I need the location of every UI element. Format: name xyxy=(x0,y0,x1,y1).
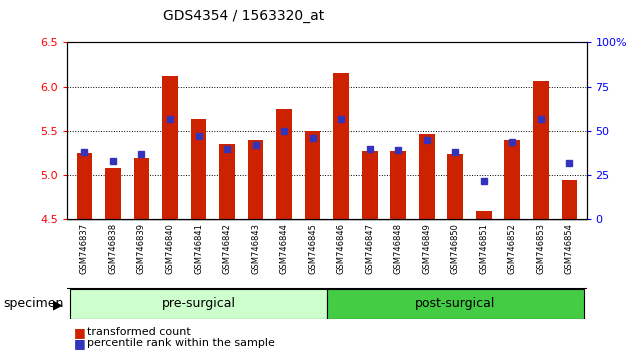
Text: GSM746845: GSM746845 xyxy=(308,223,317,274)
Text: GSM746848: GSM746848 xyxy=(394,223,403,274)
Text: GDS4354 / 1563320_at: GDS4354 / 1563320_at xyxy=(163,9,324,23)
Bar xyxy=(276,109,292,219)
Text: GSM746837: GSM746837 xyxy=(80,223,89,274)
Text: GSM746853: GSM746853 xyxy=(537,223,545,274)
Text: ■: ■ xyxy=(74,326,85,338)
Text: GSM746846: GSM746846 xyxy=(337,223,345,274)
Text: specimen: specimen xyxy=(3,297,63,310)
Text: GSM746840: GSM746840 xyxy=(165,223,174,274)
Bar xyxy=(476,211,492,219)
Bar xyxy=(70,289,327,319)
Bar xyxy=(562,179,578,219)
Bar xyxy=(190,119,206,219)
Bar xyxy=(447,154,463,219)
Text: GSM746842: GSM746842 xyxy=(222,223,231,274)
Text: ▶: ▶ xyxy=(53,299,63,312)
Bar xyxy=(247,140,263,219)
Text: GSM746852: GSM746852 xyxy=(508,223,517,274)
Bar xyxy=(105,168,121,219)
Text: percentile rank within the sample: percentile rank within the sample xyxy=(87,338,274,348)
Text: transformed count: transformed count xyxy=(87,327,190,337)
Bar xyxy=(390,152,406,219)
Text: ■: ■ xyxy=(74,337,85,350)
Text: GSM746847: GSM746847 xyxy=(365,223,374,274)
Text: pre-surgical: pre-surgical xyxy=(162,297,235,310)
Bar xyxy=(76,153,92,219)
Text: GSM746839: GSM746839 xyxy=(137,223,146,274)
Bar xyxy=(504,140,520,219)
Bar xyxy=(419,133,435,219)
Text: GSM746850: GSM746850 xyxy=(451,223,460,274)
Bar xyxy=(362,152,378,219)
Text: GSM746851: GSM746851 xyxy=(479,223,488,274)
Text: post-surgical: post-surgical xyxy=(415,297,495,310)
Bar xyxy=(162,76,178,219)
Text: GSM746838: GSM746838 xyxy=(108,223,117,274)
Bar xyxy=(327,289,584,319)
Bar xyxy=(133,158,149,219)
Text: GSM746854: GSM746854 xyxy=(565,223,574,274)
Text: GSM746841: GSM746841 xyxy=(194,223,203,274)
Bar xyxy=(305,131,320,219)
Text: GSM746849: GSM746849 xyxy=(422,223,431,274)
Text: GSM746843: GSM746843 xyxy=(251,223,260,274)
Bar xyxy=(533,80,549,219)
Bar xyxy=(219,144,235,219)
Bar xyxy=(333,73,349,219)
Text: GSM746844: GSM746844 xyxy=(279,223,288,274)
